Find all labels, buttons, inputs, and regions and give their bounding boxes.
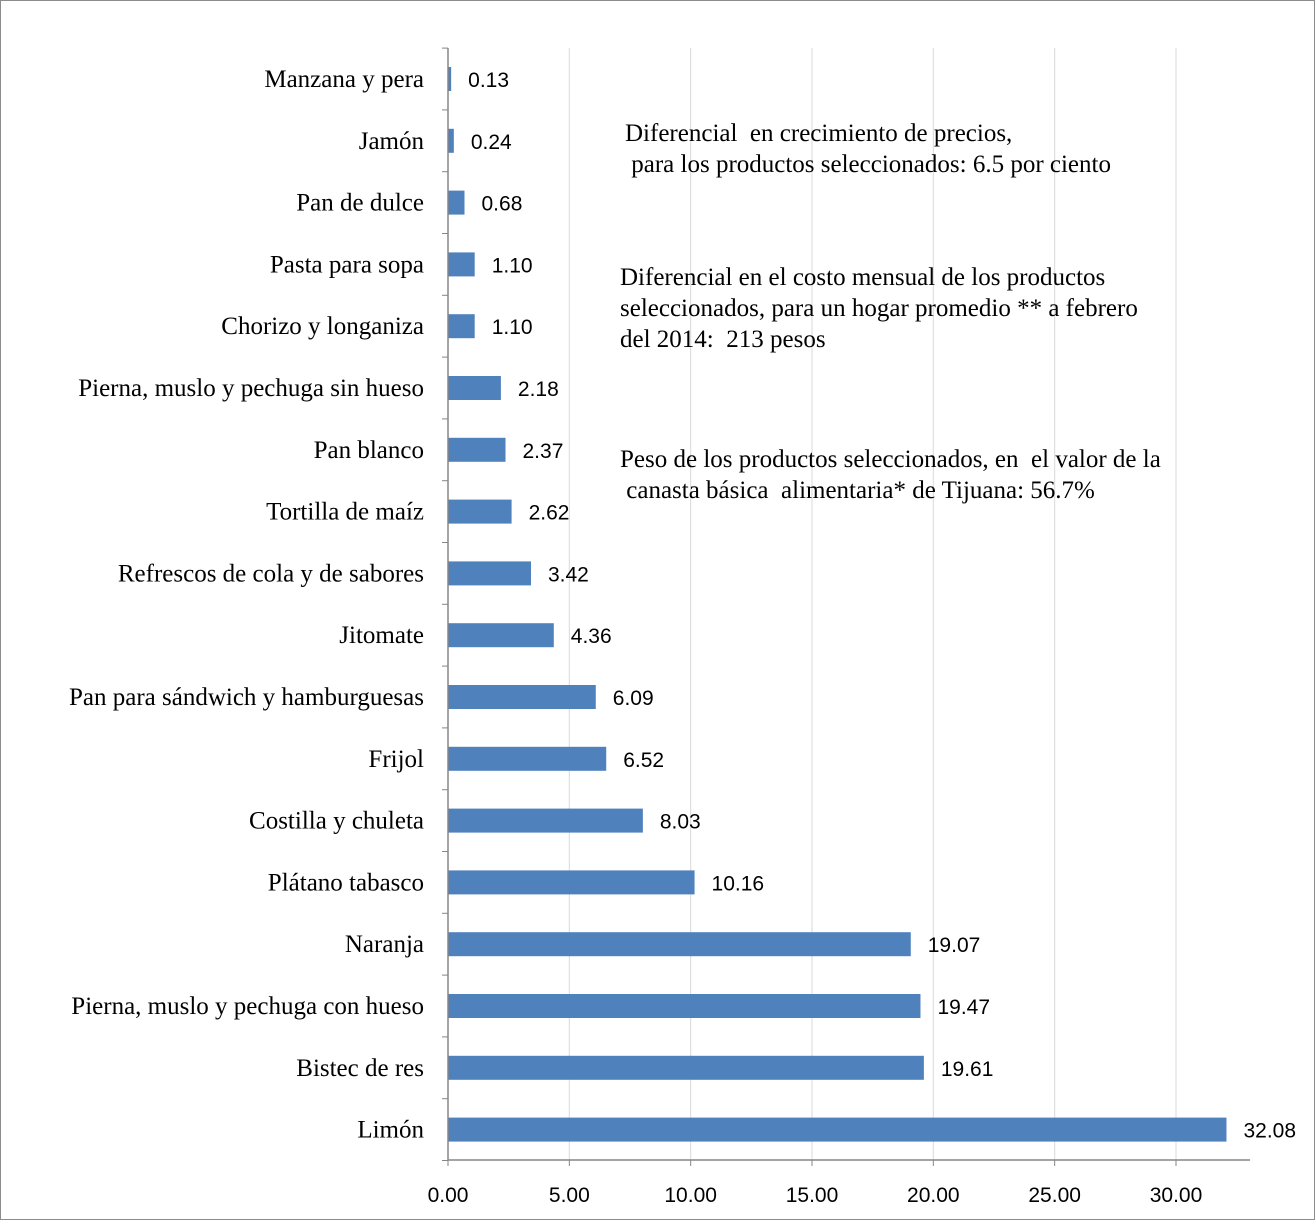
category-label: Bistec de res: [296, 1055, 424, 1082]
x-tick-label: 15.00: [786, 1184, 839, 1207]
x-tick-label: 30.00: [1150, 1184, 1203, 1207]
category-label: Jamón: [359, 128, 425, 155]
value-label: 10.16: [712, 872, 765, 895]
bar: [448, 252, 475, 277]
axes: [442, 47, 1250, 1166]
bar: [448, 190, 465, 215]
category-label: Refrescos de cola y de sabores: [118, 560, 424, 587]
bars: [448, 67, 1227, 1142]
category-label: Plátano tabasco: [268, 869, 424, 896]
bar: [448, 623, 554, 648]
category-label: Pierna, muslo y pechuga sin hueso: [78, 375, 424, 402]
value-label: 6.09: [613, 687, 654, 710]
value-label: 8.03: [660, 811, 701, 834]
value-label: 0.24: [471, 131, 512, 154]
bar: [448, 746, 607, 771]
bar: [448, 314, 475, 339]
value-label: 32.08: [1243, 1120, 1296, 1143]
category-label: Manzana y pera: [264, 66, 424, 93]
annotation-monthly-cost: Diferencial en el costo mensual de los p…: [620, 264, 1138, 353]
value-label: 2.18: [518, 378, 559, 401]
value-label: 1.10: [492, 254, 533, 277]
value-label: 1.10: [492, 316, 533, 339]
bar: [448, 67, 452, 91]
value-label: 4.36: [571, 625, 612, 648]
value-label: 6.52: [623, 749, 664, 772]
value-label: 3.42: [548, 563, 589, 586]
annotation-basket-weight: Peso de los productos seleccionados, en …: [620, 446, 1161, 504]
category-label: Tortilla de maíz: [266, 499, 424, 526]
x-tick-label: 25.00: [1028, 1184, 1081, 1207]
bar: [448, 561, 531, 586]
bar: [448, 994, 921, 1018]
gridlines: [568, 48, 1177, 1160]
bar: [448, 128, 454, 153]
category-label: Costilla y chuleta: [249, 808, 424, 835]
value-label: 19.07: [928, 934, 981, 957]
value-label: 19.47: [937, 996, 990, 1019]
category-label: Pasta para sopa: [270, 251, 424, 278]
labels: 0.00 5.00 10.00 15.00 20.00 25.00 30.00 Manzana…: [69, 66, 1296, 1207]
category-label: Pan de dulce: [296, 190, 424, 217]
category-label: Pan para sándwich y hamburguesas: [69, 684, 424, 711]
bar: [448, 1055, 924, 1080]
bar: [448, 437, 506, 462]
category-label: Pierna, muslo y pechuga con hueso: [71, 993, 424, 1020]
value-label: 2.37: [523, 440, 564, 463]
bar: [448, 870, 695, 895]
value-label: 0.13: [468, 69, 509, 92]
category-label: Naranja: [345, 931, 424, 958]
bar: [448, 932, 911, 957]
category-label: Jitomate: [339, 622, 424, 649]
value-label: 2.62: [529, 502, 570, 525]
category-label: Chorizo y longaniza: [221, 313, 424, 340]
bar: [448, 685, 596, 709]
value-label: 0.68: [482, 193, 523, 216]
category-label: Frijol: [368, 746, 424, 773]
x-tick-label: 5.00: [549, 1184, 590, 1207]
annotation-price-growth: Diferencial en crecimiento de precios, p…: [625, 120, 1111, 178]
bar: [448, 376, 501, 400]
category-label: Limón: [357, 1117, 424, 1144]
category-label: Pan blanco: [314, 437, 424, 464]
value-label: 19.61: [941, 1058, 994, 1081]
bar: [448, 808, 643, 833]
bar: [448, 1117, 1227, 1142]
x-tick-label: 0.00: [428, 1184, 469, 1207]
x-tick-label: 10.00: [664, 1184, 717, 1207]
bar: [448, 499, 512, 524]
x-tick-label: 20.00: [907, 1184, 960, 1207]
